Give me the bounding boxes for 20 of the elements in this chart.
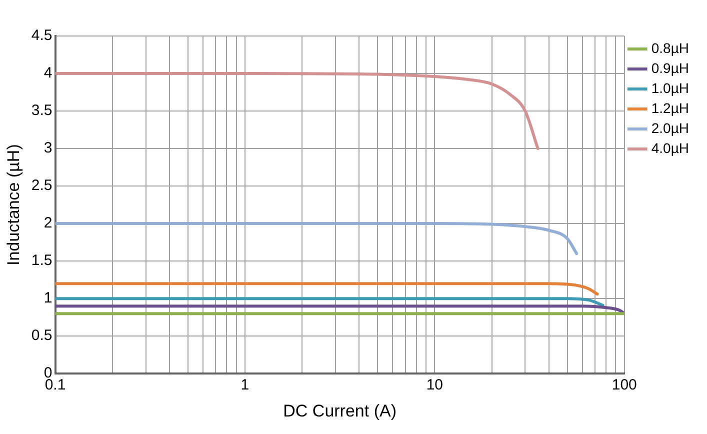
legend-label: 0.9µH [651, 60, 689, 76]
legend-label: 4.0µH [651, 140, 689, 156]
y-tick-label: 0.5 [31, 327, 52, 344]
x-tick-label: 10 [426, 376, 443, 394]
x-tick-label: 1 [240, 376, 250, 394]
x-tick-label: 100 [612, 376, 637, 394]
y-axis-title: Inductance (µH) [4, 144, 23, 266]
y-tick-label: 1.5 [31, 252, 52, 270]
y-tick-label: 4 [44, 64, 52, 82]
legend-label: 1.0µH [651, 80, 689, 96]
y-tick-label: 3.5 [31, 102, 52, 120]
legend-label: 2.0µH [651, 120, 689, 136]
y-tick-label: 2.5 [31, 177, 52, 194]
x-axis-title: DC Current (A) [283, 401, 396, 420]
y-tick-label: 4.5 [31, 27, 52, 44]
legend-label: 0.8µH [651, 40, 689, 56]
y-tick-label: 1 [44, 290, 52, 307]
legend-label: 1.2µH [651, 100, 689, 116]
y-tick-label: 2 [44, 214, 52, 232]
y-tick-label: 3 [44, 140, 52, 157]
